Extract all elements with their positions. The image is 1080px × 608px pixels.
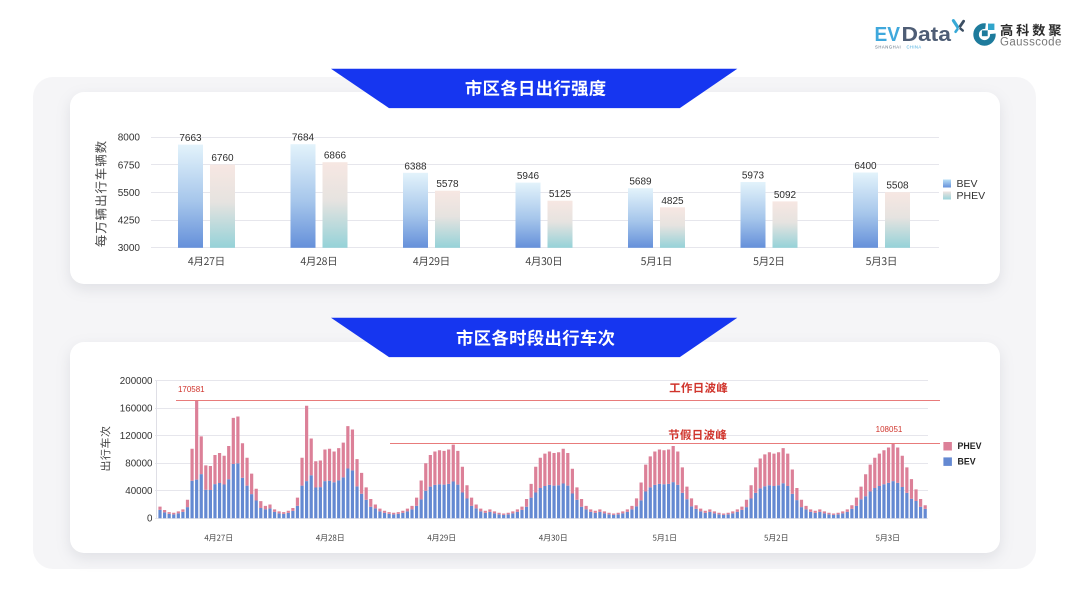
svg-text:7684: 7684	[292, 133, 315, 144]
svg-text:6400: 6400	[854, 161, 877, 172]
svg-text:4825: 4825	[661, 196, 684, 207]
svg-text:170581: 170581	[178, 385, 205, 394]
svg-text:5125: 5125	[549, 189, 572, 200]
svg-text:120000: 120000	[120, 431, 153, 442]
svg-text:Gausscode: Gausscode	[1000, 37, 1062, 49]
svg-text:Data: Data	[902, 24, 952, 46]
svg-text:5946: 5946	[517, 171, 540, 182]
svg-text:5500: 5500	[118, 188, 141, 199]
svg-text:CHINA: CHINA	[907, 45, 922, 50]
svg-text:40000: 40000	[125, 486, 153, 497]
svg-text:5689: 5689	[629, 177, 652, 188]
svg-text:EV: EV	[875, 24, 901, 46]
svg-text:7663: 7663	[179, 133, 202, 144]
svg-text:3000: 3000	[118, 243, 141, 254]
svg-text:PHEV: PHEV	[957, 190, 986, 202]
svg-text:80000: 80000	[125, 459, 153, 470]
svg-text:PHEV: PHEV	[958, 441, 982, 451]
svg-text:5092: 5092	[774, 190, 797, 201]
svg-text:5973: 5973	[742, 170, 765, 181]
svg-text:5578: 5578	[436, 179, 459, 190]
svg-text:6388: 6388	[404, 161, 427, 172]
svg-text:6760: 6760	[211, 153, 234, 164]
svg-text:6750: 6750	[118, 160, 141, 171]
svg-text:8000: 8000	[118, 133, 141, 144]
svg-text:5508: 5508	[886, 181, 909, 192]
svg-text:6866: 6866	[324, 151, 347, 162]
svg-text:200000: 200000	[120, 376, 153, 387]
svg-text:4250: 4250	[118, 216, 141, 227]
svg-text:BEV: BEV	[957, 178, 978, 190]
svg-text:0: 0	[147, 514, 153, 525]
svg-text:SHANGHAI: SHANGHAI	[875, 45, 901, 50]
svg-text:160000: 160000	[120, 404, 153, 415]
svg-text:BEV: BEV	[958, 457, 976, 467]
svg-text:108051: 108051	[876, 425, 903, 434]
